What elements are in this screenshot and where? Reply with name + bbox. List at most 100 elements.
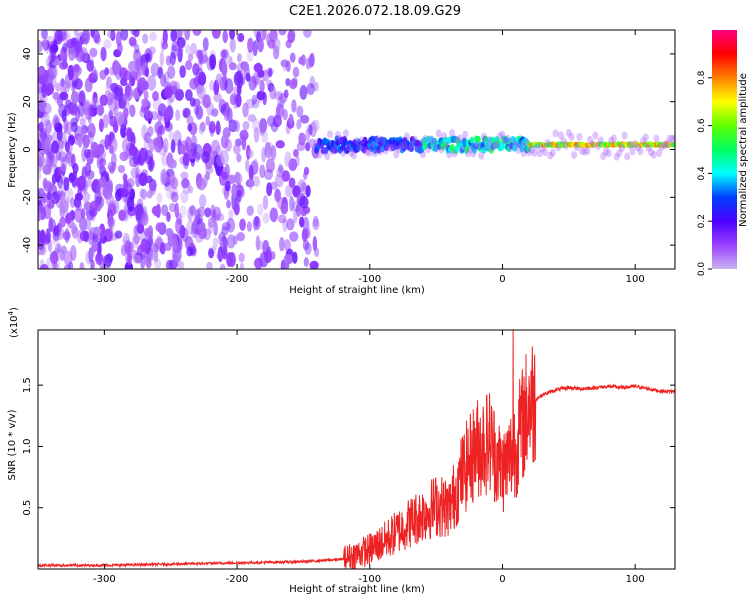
- spectrogram-noise-cell: [219, 263, 226, 269]
- spectrogram-noise-cell: [201, 151, 210, 164]
- spectrogram-noise-cell: [289, 231, 299, 242]
- spectrogram-noise-cell: [208, 248, 215, 259]
- spectrogram-noise-cell: [95, 104, 105, 116]
- spectrogram-halo-cell: [385, 142, 392, 151]
- spectrogram-noise-cell: [281, 170, 291, 182]
- spectrogram-halo-cell: [425, 145, 432, 154]
- spectrogram-noise-cell: [175, 109, 181, 122]
- spectrogram-noise-cell: [74, 177, 81, 187]
- spectrogram-halo-cell: [571, 150, 578, 159]
- spectrogram-noise-cell: [224, 78, 234, 94]
- spectrogram-noise-cell: [70, 245, 77, 261]
- spectrogram-noise-cell: [221, 49, 228, 59]
- spectrogram-halo-cell: [531, 148, 538, 157]
- chart-title: C2E1.2026.072.18.09.G29: [289, 4, 461, 19]
- spectrogram-noise-cell: [292, 200, 301, 213]
- spectrogram-noise-cell: [208, 120, 216, 134]
- spectrogram-halo-cell: [313, 138, 320, 147]
- spectrogram-noise-cell: [147, 236, 153, 248]
- spectrogram-halo-cell: [587, 135, 594, 144]
- spectrogram-noise-cell: [196, 84, 206, 99]
- spectrogram-noise-cell: [101, 148, 106, 162]
- spectrogram-halo-cell: [650, 150, 657, 159]
- spectrogram-noise-cell: [285, 39, 292, 49]
- spectrogram-noise-cell: [218, 171, 228, 186]
- spectrogram-noise-cell: [189, 97, 196, 107]
- spectrogram-halo-cell: [520, 149, 527, 158]
- spectrogram-cells: [38, 30, 675, 269]
- spectrogram-noise-cell: [236, 190, 242, 203]
- spectrogram-noise-cell: [115, 183, 125, 193]
- colorbar-tick-label: 0.6: [697, 118, 707, 133]
- spectrogram-halo-cell: [321, 147, 328, 156]
- spectrogram-noise-cell: [134, 43, 140, 54]
- spectrogram-halo-cell: [621, 131, 628, 140]
- spectrogram-noise-cell: [280, 202, 289, 215]
- spectrogram-noise-cell: [54, 122, 63, 133]
- spectrogram-noise-cell: [246, 205, 254, 216]
- spectrogram-noise-cell: [245, 179, 255, 188]
- spectrogram-noise-cell: [262, 212, 270, 224]
- spectrogram-halo-cell: [454, 135, 461, 144]
- spectrogram-noise-cell: [312, 119, 320, 132]
- spectrogram-noise-cell: [81, 30, 90, 45]
- spectrogram-noise-cell: [57, 175, 64, 189]
- spectrogram-halo-cell: [672, 133, 675, 142]
- spectrogram-noise-cell: [282, 59, 287, 72]
- spectrogram-noise-cell: [187, 53, 194, 62]
- spectrogram-noise-cell: [288, 158, 298, 171]
- spectrogram-noise-cell: [185, 60, 193, 71]
- spectrogram-noise-cell: [241, 61, 250, 72]
- spectrogram-noise-cell: [252, 175, 261, 187]
- spectrogram-halo-cell: [451, 149, 458, 158]
- spectrogram-noise-cell: [71, 226, 79, 239]
- spectrogram-noise-cell: [117, 42, 123, 55]
- spectrogram-noise-cell: [296, 141, 306, 152]
- spectrogram-halo-cell: [512, 141, 519, 150]
- spectrogram-halo-cell: [507, 143, 514, 152]
- spectrogram-noise-cell: [68, 46, 76, 62]
- spectrogram-noise-cell: [133, 30, 140, 38]
- spectrogram-noise-cell: [62, 231, 71, 241]
- spectrogram-noise-cell: [284, 184, 293, 198]
- spectrogram-halo-cell: [372, 148, 379, 157]
- spectrogram-noise-cell: [291, 99, 297, 113]
- spectrogram-halo-cell: [406, 144, 413, 153]
- spectrogram-noise-cell: [170, 30, 178, 42]
- spectrogram-noise-cell: [58, 190, 66, 201]
- spectrogram-noise-cell: [100, 46, 107, 62]
- snr-series-line: [38, 330, 675, 569]
- spectrogram-halo-cell: [411, 135, 418, 144]
- colorbar-scale: [712, 30, 737, 269]
- spectrogram-halo-cell: [581, 147, 588, 156]
- spectrogram-halo-cell: [350, 151, 357, 160]
- spectrogram-noise-cell: [183, 109, 188, 118]
- spectrogram-noise-cell: [74, 207, 83, 223]
- spectrogram-noise-cell: [244, 159, 250, 173]
- spectrogram-noise-cell: [67, 64, 74, 81]
- spectrogram-halo-cell: [645, 143, 652, 152]
- spectrogram-noise-cell: [282, 218, 288, 232]
- spectrogram-noise-cell: [178, 260, 184, 269]
- spectrogram-noise-cell: [142, 33, 149, 44]
- spectrogram-noise-cell: [218, 231, 226, 242]
- spectrogram-halo-cell: [592, 131, 599, 140]
- spectrogram-halo-cell: [329, 147, 336, 156]
- spectrogram-noise-cell: [190, 222, 199, 239]
- spectrogram-halo-cell: [616, 149, 623, 158]
- spectrogram-halo-cell: [526, 148, 533, 157]
- spectrogram-noise-cell: [171, 41, 180, 52]
- spectrogram-halo-cell: [364, 148, 371, 157]
- spectrogram-noise-cell: [179, 144, 186, 155]
- spectrogram-noise-cell: [150, 62, 160, 77]
- spectrogram-noise-cell: [196, 49, 202, 60]
- spectrogram-noise-cell: [169, 170, 176, 187]
- spectrogram-noise-cell: [41, 82, 48, 98]
- spectrogram-noise-cell: [46, 182, 54, 192]
- spectrogram-halo-cell: [356, 143, 363, 152]
- spectrogram-noise-cell: [60, 78, 65, 88]
- spectrogram-noise-cell: [106, 217, 116, 227]
- spectrogram-noise-cell: [193, 105, 199, 116]
- spectrogram-noise-cell: [153, 250, 159, 263]
- spectrogram-noise-cell: [128, 36, 137, 47]
